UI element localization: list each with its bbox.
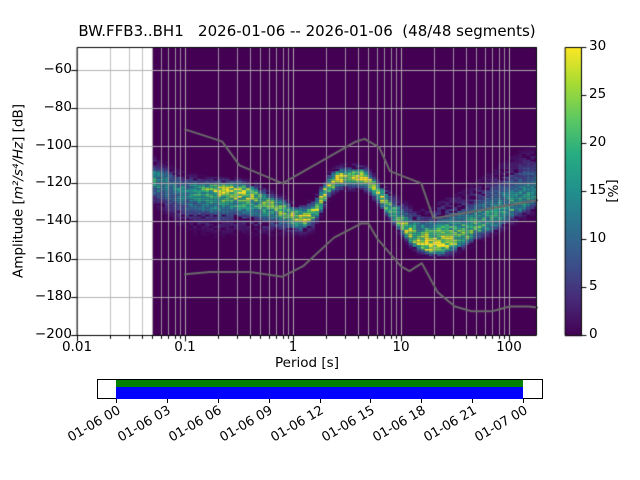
timeline-tick — [166, 399, 168, 403]
y-tick-label: −180 — [34, 288, 72, 305]
x-tick-label: 0.01 — [61, 339, 93, 355]
colorbar-tick-label: 20 — [589, 134, 607, 150]
timeline-tick — [116, 399, 117, 403]
y-tick-label: −120 — [34, 174, 72, 191]
colorbar-tick-label: 15 — [589, 182, 607, 198]
timeline-tick — [319, 399, 321, 403]
y-tick-label: −80 — [43, 98, 73, 115]
y-axis-label-units: m²/s⁴/Hz — [10, 141, 27, 200]
y-tick-label: −60 — [43, 60, 73, 77]
x-tick-label: 0.1 — [174, 339, 196, 355]
timeline-tick — [268, 399, 270, 403]
x-axis-label: Period [s] — [275, 355, 339, 371]
timeline-coverage-bar-blue — [116, 387, 523, 399]
y-tick-label: −200 — [34, 326, 72, 342]
timeline-tick — [523, 399, 524, 403]
colorbar-tick-label: 5 — [589, 278, 598, 294]
colorbar-tick-label: 25 — [589, 86, 607, 102]
x-tick-label: 10 — [392, 339, 410, 355]
plot-title: BW.FFB3..BH1 2026-01-06 -- 2026-01-06 (4… — [78, 22, 536, 40]
timeline-coverage-bar-green — [116, 380, 523, 387]
timeline-tick — [370, 399, 372, 403]
y-tick-label: −100 — [34, 136, 72, 153]
x-tick-label: 100 — [496, 339, 522, 355]
colorbar-tick-label: 30 — [589, 38, 607, 54]
y-axis-label-prefix: Amplitude [ — [10, 199, 27, 279]
y-axis-label: Amplitude [m²/s⁴/Hz] [dB] — [10, 103, 27, 279]
timeline-tick — [421, 399, 423, 403]
timeline-tick — [472, 399, 474, 403]
colorbar-tick-label: 0 — [589, 326, 598, 342]
timeline-tick — [217, 399, 219, 403]
y-axis-label-suffix: ] [dB] — [10, 103, 27, 142]
x-tick-label: 1 — [288, 339, 298, 355]
colorbar-label: [%] — [603, 179, 620, 203]
y-tick-label: −140 — [34, 212, 72, 229]
y-tick-label: −160 — [34, 250, 72, 267]
colorbar-tick-label: 10 — [589, 230, 607, 246]
